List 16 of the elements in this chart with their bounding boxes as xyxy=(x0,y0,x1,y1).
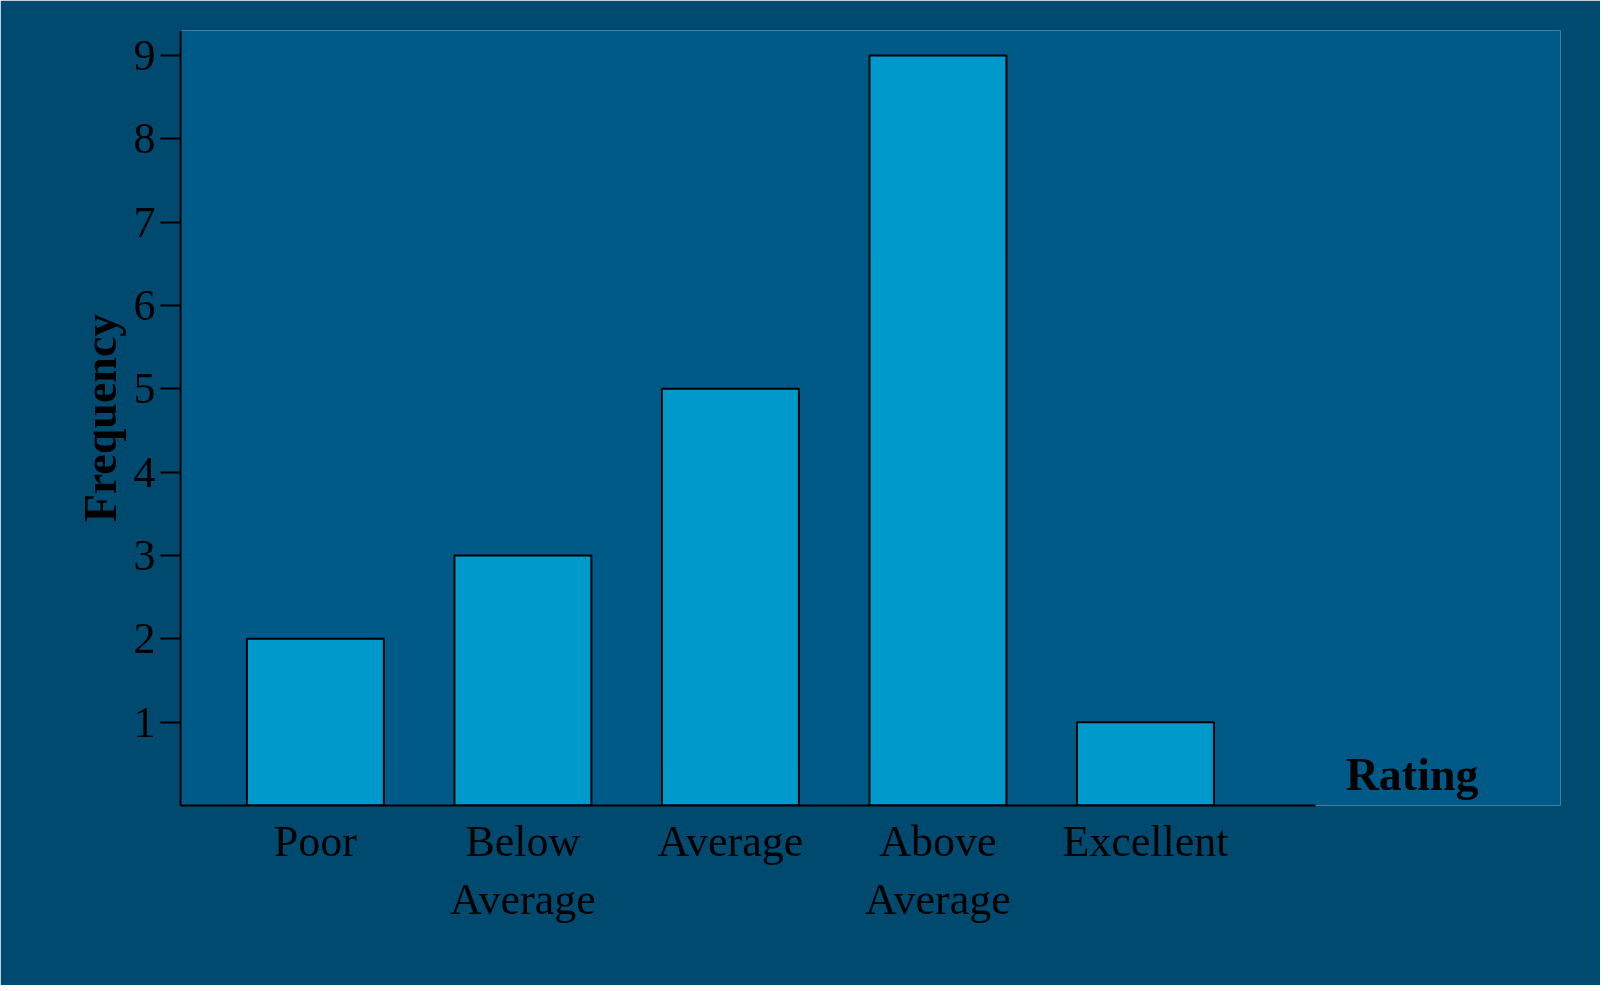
x-axis-title: Rating xyxy=(1345,748,1479,800)
x-tick-label: Excellent xyxy=(1062,816,1229,866)
y-tick-label: 9 xyxy=(133,31,156,80)
y-tick-label: 6 xyxy=(133,281,156,330)
y-axis-title: Frequency xyxy=(74,313,126,523)
x-tick-label: Poor xyxy=(273,816,358,866)
y-tick-label: 8 xyxy=(133,114,156,164)
x-tick-label: Above Average xyxy=(865,816,1011,925)
y-tick-label: 1 xyxy=(133,697,156,747)
y-tick-label: 5 xyxy=(133,364,156,414)
x-tick-label: Below Average xyxy=(450,816,596,925)
y-tick-label: 3 xyxy=(133,531,156,580)
y-tick-label: 2 xyxy=(133,614,156,664)
x-tick-label: Average xyxy=(657,816,804,866)
y-tick-label: 4 xyxy=(133,447,156,497)
y-tick-label: 7 xyxy=(133,197,156,247)
